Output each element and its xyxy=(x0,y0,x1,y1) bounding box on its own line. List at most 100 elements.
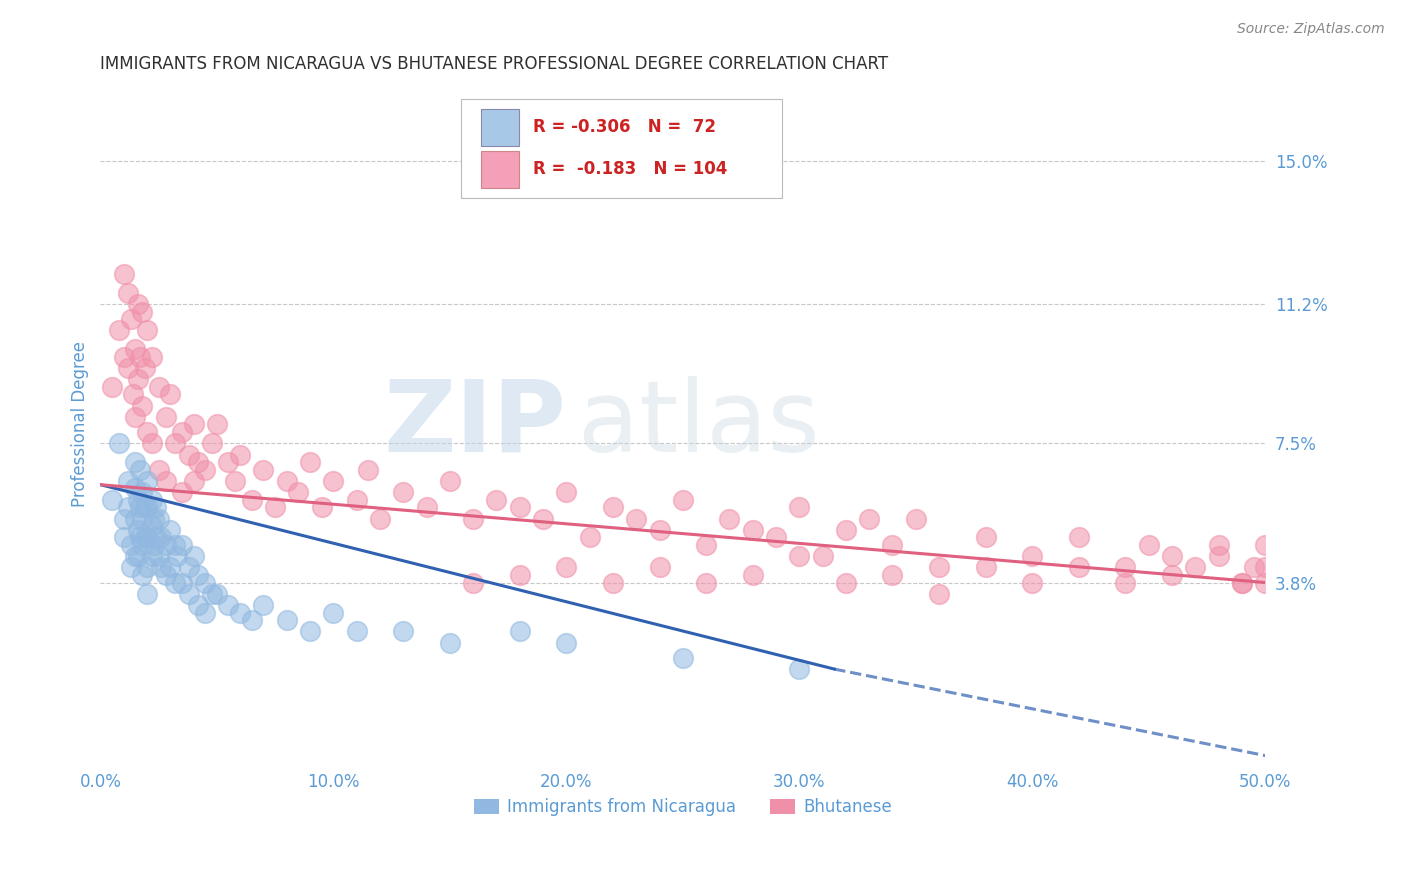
Point xyxy=(741,568,763,582)
Point xyxy=(463,511,485,525)
Point xyxy=(1114,560,1136,574)
Point xyxy=(368,511,391,525)
Point xyxy=(194,575,217,590)
Point xyxy=(136,500,159,515)
Point xyxy=(276,613,298,627)
Point xyxy=(124,455,146,469)
Point xyxy=(170,575,193,590)
Point xyxy=(129,462,152,476)
Point xyxy=(1230,575,1253,590)
Point xyxy=(117,474,139,488)
Point xyxy=(1243,560,1265,574)
Point xyxy=(127,297,149,311)
Point xyxy=(1021,575,1043,590)
Point xyxy=(120,538,142,552)
Point xyxy=(131,304,153,318)
Point xyxy=(127,549,149,564)
Point xyxy=(624,511,647,525)
Point xyxy=(117,500,139,515)
Point xyxy=(177,587,200,601)
Point xyxy=(129,350,152,364)
Point xyxy=(392,624,415,639)
Point xyxy=(177,448,200,462)
Point xyxy=(141,519,163,533)
Point xyxy=(218,455,240,469)
Point xyxy=(155,409,177,424)
Point xyxy=(648,523,671,537)
Point xyxy=(811,549,834,564)
Point xyxy=(1021,549,1043,564)
Point xyxy=(131,538,153,552)
Point xyxy=(155,538,177,552)
Point xyxy=(127,523,149,537)
Point xyxy=(112,350,135,364)
Point xyxy=(555,485,578,500)
Point xyxy=(122,387,145,401)
Point xyxy=(108,436,131,450)
Point xyxy=(1208,538,1230,552)
Point xyxy=(148,511,170,525)
Point xyxy=(835,523,858,537)
Legend: Immigrants from Nicaragua, Bhutanese: Immigrants from Nicaragua, Bhutanese xyxy=(467,791,898,822)
FancyBboxPatch shape xyxy=(481,151,519,188)
Point xyxy=(124,342,146,356)
Text: Source: ZipAtlas.com: Source: ZipAtlas.com xyxy=(1237,22,1385,37)
Point xyxy=(555,636,578,650)
Point xyxy=(142,538,165,552)
Point xyxy=(159,387,181,401)
Point xyxy=(299,624,322,639)
Point xyxy=(1230,575,1253,590)
Point xyxy=(1184,560,1206,574)
Point xyxy=(159,523,181,537)
Point xyxy=(1161,549,1184,564)
Point xyxy=(858,511,880,525)
FancyBboxPatch shape xyxy=(461,99,782,197)
Point xyxy=(224,474,246,488)
Point xyxy=(835,575,858,590)
Point xyxy=(145,500,167,515)
Point xyxy=(509,500,531,515)
Point xyxy=(131,399,153,413)
Point xyxy=(201,587,224,601)
Point xyxy=(602,575,624,590)
Point xyxy=(252,462,274,476)
Point xyxy=(648,560,671,574)
Point xyxy=(183,549,205,564)
Point xyxy=(163,436,186,450)
Text: IMMIGRANTS FROM NICARAGUA VS BHUTANESE PROFESSIONAL DEGREE CORRELATION CHART: IMMIGRANTS FROM NICARAGUA VS BHUTANESE P… xyxy=(100,55,889,73)
Text: R =  -0.183   N = 104: R = -0.183 N = 104 xyxy=(533,161,727,178)
Point xyxy=(141,492,163,507)
Text: ZIP: ZIP xyxy=(384,376,567,473)
Point xyxy=(145,530,167,544)
Point xyxy=(129,500,152,515)
Point xyxy=(485,492,508,507)
Point xyxy=(311,500,333,515)
Point xyxy=(117,285,139,300)
Point xyxy=(555,560,578,574)
Point xyxy=(741,523,763,537)
Point xyxy=(787,500,810,515)
Point xyxy=(201,436,224,450)
Point xyxy=(148,462,170,476)
Point xyxy=(1208,549,1230,564)
Point xyxy=(155,474,177,488)
Point xyxy=(346,624,368,639)
Point xyxy=(141,350,163,364)
Point xyxy=(578,530,600,544)
Point xyxy=(218,598,240,612)
Point xyxy=(1254,560,1277,574)
Point xyxy=(120,560,142,574)
Point xyxy=(183,417,205,432)
Point xyxy=(205,587,228,601)
Point xyxy=(108,323,131,337)
Point xyxy=(1114,575,1136,590)
Point xyxy=(1254,538,1277,552)
Point xyxy=(101,380,124,394)
Point xyxy=(357,462,380,476)
Text: R = -0.306   N =  72: R = -0.306 N = 72 xyxy=(533,119,716,136)
Point xyxy=(163,538,186,552)
Point xyxy=(928,587,950,601)
Point xyxy=(124,549,146,564)
Point xyxy=(120,312,142,326)
Point xyxy=(112,511,135,525)
